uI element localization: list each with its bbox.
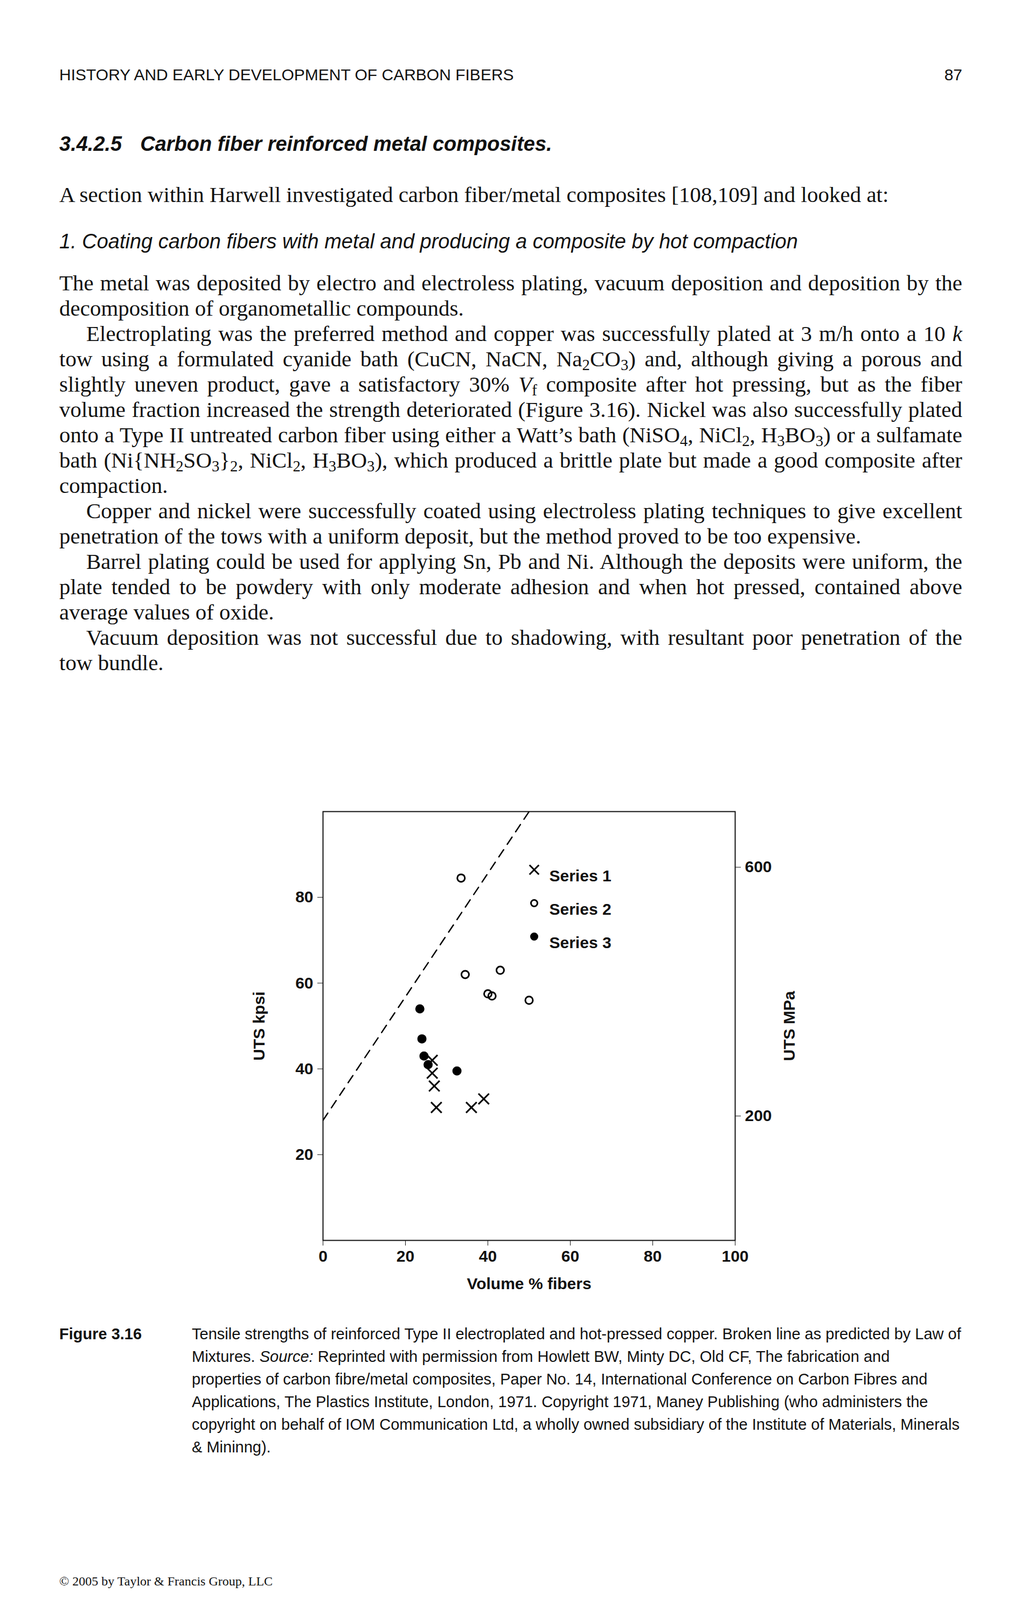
html-text:1. Coating carbon fibers with: 1. Coating carbon fibers with metal and … [59,230,798,253]
html-text:Tensile strengths of reinforce: Tensile strengths of reinforced Type II … [191,1325,962,1456]
html-text:Copper and nickel were success: Copper and nickel were successfully coat… [59,498,963,549]
svg-text:20: 20 [396,1247,415,1266]
html-text:A section within Harwell inves: A section within Harwell investigated ca… [59,182,889,207]
svg-text:20: 20 [295,1145,314,1164]
html-text:Barrel plating could be used f: Barrel plating could be used for applyin… [59,549,963,625]
svg-text:100: 100 [721,1247,749,1266]
svg-text:UTS MPa: UTS MPa [780,990,798,1061]
svg-text:60: 60 [295,974,314,992]
svg-text:Volume % fibers: Volume % fibers [466,1274,592,1293]
html-text:87: 87 [944,65,963,84]
svg-text:80: 80 [295,887,314,906]
html-text:Vacuum deposition was not succ: Vacuum deposition was not successful due… [59,624,963,676]
svg-text:80: 80 [643,1247,662,1266]
html-text:Carbon fiber reinforced metal: Carbon fiber reinforced metal composites… [140,132,553,156]
html-text:tow using a formulated cyanide: tow using a formulated cyanide bath (CuC… [59,346,963,498]
svg-text:40: 40 [478,1247,497,1266]
svg-text:60: 60 [561,1247,580,1266]
html-text:3.4.2.5: 3.4.2.5 [59,132,122,156]
html-text:The metal was deposited by ele: The metal was deposited by electro and e… [59,270,963,321]
svg-text:Series 1: Series 1 [549,866,612,885]
svg-text:40: 40 [295,1059,314,1078]
html-text:Figure 3.16: Figure 3.16 [59,1325,142,1343]
svg-text:200: 200 [745,1106,773,1125]
svg-text:UTS kpsi: UTS kpsi [249,991,268,1061]
html-text:Electroplating was the preferr: Electroplating was the preferred method … [86,321,963,346]
svg-text:Series 3: Series 3 [549,933,612,952]
svg-text:0: 0 [318,1247,328,1266]
svg-text:600: 600 [745,857,773,876]
html-text:HISTORY AND EARLY DEVELOPMENT: HISTORY AND EARLY DEVELOPMENT OF CARBON … [59,65,514,84]
svg-text:Series 2: Series 2 [549,900,612,919]
html-text:© 2005 by Taylor & Francis Gro: © 2005 by Taylor & Francis Group, LLC [59,1574,273,1589]
